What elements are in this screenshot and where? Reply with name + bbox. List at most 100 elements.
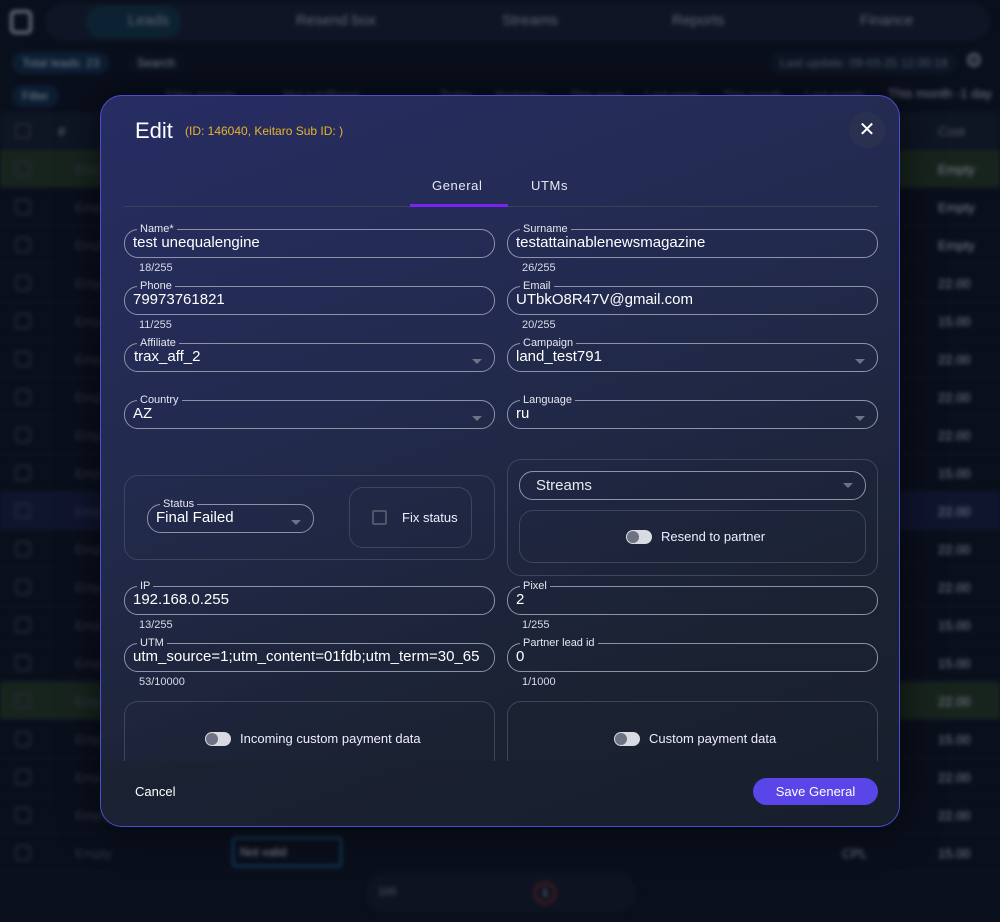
row-checkbox[interactable] (15, 579, 31, 595)
row-checkbox[interactable] (15, 389, 31, 405)
row-checkbox[interactable] (15, 427, 31, 443)
pixel-field[interactable]: Pixel 2 (507, 580, 878, 615)
col-hash: # (58, 124, 66, 139)
fix-status-box (349, 487, 472, 548)
surname-field[interactable]: Surname testattainablenewsmagazine (507, 223, 878, 258)
edit-lead-modal: Edit (ID: 146040, Keitaro Sub ID: ) ✕ Ge… (100, 95, 900, 827)
streams-select[interactable]: Streams (519, 471, 866, 500)
cost-cell: 22.00 (938, 770, 971, 785)
chevron-down-icon (843, 483, 853, 488)
row-checkbox[interactable] (15, 655, 31, 671)
affiliate-select[interactable]: Affiliate trax_aff_2 (124, 337, 495, 372)
row-checkbox[interactable] (15, 541, 31, 557)
chevron-down-icon (855, 359, 865, 364)
modal-subtitle: (ID: 146040, Keitaro Sub ID: ) (185, 124, 344, 138)
row-checkbox[interactable] (15, 237, 31, 253)
row-checkbox[interactable] (15, 693, 31, 709)
cancel-button[interactable]: Cancel (135, 784, 176, 799)
row-checkbox[interactable] (15, 465, 31, 481)
surname-counter: 26/255 (522, 262, 556, 274)
filter-button[interactable]: Filter (12, 85, 59, 107)
chevron-down-icon (855, 416, 865, 421)
sidebar-toggle-icon[interactable] (10, 10, 32, 34)
cost-cell: 22.00 (938, 542, 971, 557)
row-checkbox[interactable] (15, 845, 31, 861)
page-current[interactable]: 1 (534, 882, 556, 904)
row-checkbox[interactable] (15, 617, 31, 633)
nav-leads[interactable]: Leads (128, 12, 169, 29)
top-nav (45, 3, 990, 41)
save-general-button[interactable]: Save General (753, 778, 878, 805)
modal-title: Edit (135, 118, 173, 143)
chevron-down-icon (291, 520, 301, 525)
cost-cell: 15.00 (938, 846, 971, 861)
fix-status-checkbox[interactable] (372, 510, 387, 525)
cost-cell: Empty (938, 200, 975, 215)
per-page-select[interactable]: 100 (378, 886, 397, 898)
custom-payment-label: Custom payment data (649, 731, 777, 746)
cost-cell: 22.00 (938, 504, 971, 519)
row-checkbox[interactable] (15, 807, 31, 823)
phone-field[interactable]: Phone 79973761821 (124, 280, 495, 315)
row-checkbox[interactable] (15, 161, 31, 177)
tab-utms[interactable]: UTMs (531, 178, 569, 193)
country-select[interactable]: Country AZ (124, 394, 495, 429)
row-checkbox[interactable] (15, 275, 31, 291)
row-checkbox[interactable] (15, 503, 31, 519)
cost-cell: 22.00 (938, 352, 971, 367)
status-select[interactable]: Status Final Failed (147, 498, 314, 533)
email-counter: 20/255 (522, 319, 556, 331)
ip-field[interactable]: IP 192.168.0.255 (124, 580, 495, 615)
utm-field[interactable]: UTM utm_source=1;utm_content=01fdb;utm_te… (124, 637, 495, 672)
nav-leads-active-bg (86, 6, 181, 38)
row-checkbox[interactable] (15, 313, 31, 329)
search-button[interactable]: Search (127, 52, 186, 74)
chevron-down-icon (472, 359, 482, 364)
row-checkbox[interactable] (15, 199, 31, 215)
status-select[interactable]: Not valid (232, 837, 342, 867)
resend-to-partner-toggle[interactable] (626, 530, 652, 544)
nav-reports[interactable]: Reports (672, 12, 725, 29)
nav-finance[interactable]: Finance (860, 12, 914, 29)
table-row[interactable]: Empty Not valid CPL 15.00 (0, 834, 1000, 872)
name-field[interactable]: Name* test unequalengine (124, 223, 495, 258)
cost-cell: 15.00 (938, 732, 971, 747)
cost-cell: 22.00 (938, 276, 971, 291)
close-icon[interactable]: ✕ (849, 112, 885, 148)
phone-counter: 11/255 (139, 319, 172, 331)
cost-cell: 15.00 (938, 314, 971, 329)
cost-cell: 22.00 (938, 694, 971, 709)
cost-cell: 15.00 (938, 466, 971, 481)
select-all-checkbox[interactable] (15, 123, 31, 139)
streams-panel (507, 459, 878, 576)
col-cost: Cost (938, 124, 965, 139)
partner-lead-id-field[interactable]: Partner lead id 0 (507, 637, 878, 672)
nav-resend-box[interactable]: Resend box (296, 12, 377, 29)
name-counter: 18/255 (139, 262, 173, 274)
row-checkbox[interactable] (15, 769, 31, 785)
streams-value: Streams (536, 477, 592, 494)
ip-counter: 13/255 (139, 619, 173, 631)
custom-payment-toggle[interactable] (614, 732, 640, 746)
resend-box (519, 510, 866, 563)
cost-cell: 15.00 (938, 656, 971, 671)
campaign-select[interactable]: Campaign land_test791 (507, 337, 878, 372)
pixel-counter: 1/255 (522, 619, 550, 631)
row-checkbox[interactable] (15, 351, 31, 367)
nav-streams[interactable]: Streams (502, 12, 558, 29)
total-leads-badge: Total leads: 23 (12, 52, 110, 74)
last-update: Last update: 09-03-25 12:00:19 (770, 52, 958, 74)
language-select[interactable]: Language ru (507, 394, 878, 429)
status-panel (124, 475, 495, 560)
gear-icon[interactable]: ⚙ (965, 50, 983, 72)
cell: Empty (75, 846, 112, 861)
cost-cell: Empty (938, 238, 975, 253)
period-this-month-minus-1[interactable]: This month -1 day (888, 86, 993, 101)
row-checkbox[interactable] (15, 731, 31, 747)
chevron-down-icon (472, 416, 482, 421)
type-cell: CPL (842, 846, 868, 861)
email-field[interactable]: Email UTbkO8R47V@gmail.com (507, 280, 878, 315)
cost-cell: 22.00 (938, 428, 971, 443)
tab-general[interactable]: General (432, 178, 483, 193)
incoming-custom-payment-toggle[interactable] (205, 732, 231, 746)
